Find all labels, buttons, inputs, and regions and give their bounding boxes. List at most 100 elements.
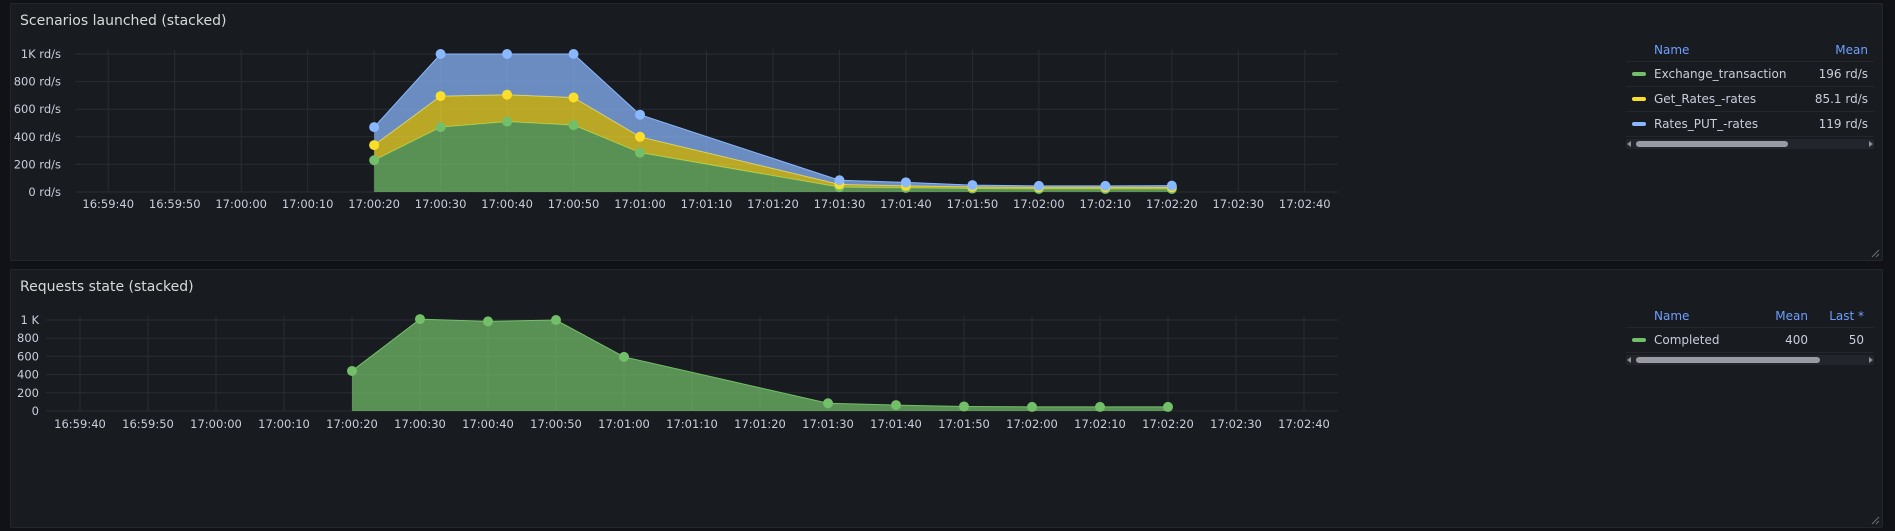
data-point[interactable] <box>900 177 911 188</box>
series-color-swatch <box>1632 72 1646 76</box>
data-point[interactable] <box>502 49 513 59</box>
x-tick-label: 17:02:40 <box>1279 197 1331 211</box>
scenarios-panel: Scenarios launched (stacked) 0 rd/s 200 r… <box>10 3 1883 261</box>
data-point[interactable] <box>834 175 845 186</box>
data-point[interactable] <box>435 122 446 133</box>
data-point[interactable] <box>502 116 513 127</box>
data-point[interactable] <box>435 49 446 59</box>
data-point[interactable] <box>568 49 579 59</box>
legend-item-mean: 119 rd/s <box>1818 117 1868 131</box>
data-point[interactable] <box>502 89 513 100</box>
scroll-right-icon[interactable] <box>1869 141 1873 147</box>
x-tick-label: 16:59:50 <box>122 417 174 431</box>
x-tick-label: 17:01:20 <box>747 197 799 211</box>
legend-item-rates-put[interactable]: Rates_PUT_-rates 119 rd/s <box>1626 112 1874 137</box>
x-tick-label: 17:02:20 <box>1142 417 1194 431</box>
x-tick-label: 17:00:20 <box>326 417 378 431</box>
data-point[interactable] <box>891 400 901 411</box>
legend-scrollbar[interactable] <box>1626 355 1874 365</box>
x-tick-label: 17:00:00 <box>215 197 267 211</box>
data-point[interactable] <box>619 351 629 362</box>
data-point[interactable] <box>823 398 833 409</box>
x-tick-label: 17:01:10 <box>666 417 718 431</box>
series-area <box>374 121 1172 192</box>
data-point[interactable] <box>959 401 969 412</box>
data-point[interactable] <box>435 91 446 102</box>
data-point[interactable] <box>1163 401 1173 412</box>
legend-mean-header[interactable]: Mean <box>1835 43 1868 57</box>
data-point[interactable] <box>369 122 380 133</box>
resize-handle-icon[interactable] <box>1870 248 1880 258</box>
legend-item-name: Completed <box>1654 333 1720 347</box>
data-point[interactable] <box>635 109 646 120</box>
series-area <box>374 94 1172 189</box>
legend-item-mean: 196 rd/s <box>1818 67 1868 81</box>
data-point[interactable] <box>347 365 357 376</box>
x-tick-label: 17:00:50 <box>548 197 600 211</box>
x-tick-label: 17:02:20 <box>1146 197 1198 211</box>
x-tick-label: 17:01:40 <box>880 197 932 211</box>
y-tick-label: 0 <box>32 404 39 418</box>
data-point[interactable] <box>568 120 579 131</box>
legend-item-completed[interactable]: Completed 400 50 <box>1626 328 1874 353</box>
y-tick-label: 200 rd/s <box>14 157 61 171</box>
data-point[interactable] <box>1100 180 1111 191</box>
data-point[interactable] <box>369 140 380 151</box>
x-tick-label: 17:01:20 <box>734 417 786 431</box>
x-tick-label: 17:00:00 <box>190 417 242 431</box>
legend-last-header[interactable]: Last * <box>1829 309 1864 323</box>
data-point[interactable] <box>967 180 978 191</box>
resize-handle-icon[interactable] <box>1870 515 1880 525</box>
legend-name-header[interactable]: Name <box>1654 309 1690 323</box>
scroll-right-icon[interactable] <box>1869 357 1873 363</box>
x-tick-label: 17:02:30 <box>1212 197 1264 211</box>
x-tick-label: 17:01:30 <box>802 417 854 431</box>
scrollbar-thumb[interactable] <box>1636 357 1820 363</box>
legend-item-exchange-transaction[interactable]: Exchange_transaction 196 rd/s <box>1626 62 1874 87</box>
y-tick-label: 0 rd/s <box>28 185 61 199</box>
scroll-left-icon[interactable] <box>1627 357 1631 363</box>
data-point[interactable] <box>635 131 646 142</box>
x-tick-label: 17:01:00 <box>614 197 666 211</box>
x-tick-label: 17:00:30 <box>394 417 446 431</box>
legend-header: Name Mean <box>1626 39 1874 62</box>
data-point[interactable] <box>551 315 561 325</box>
y-tick-label: 200 <box>17 386 39 400</box>
data-point[interactable] <box>1095 401 1105 412</box>
legend-item-mean: 85.1 rd/s <box>1814 92 1868 106</box>
series-color-swatch <box>1632 122 1646 126</box>
x-tick-label: 17:02:00 <box>1013 197 1065 211</box>
scroll-left-icon[interactable] <box>1627 141 1631 147</box>
x-tick-label: 17:00:50 <box>530 417 582 431</box>
legend-item-name: Exchange_transaction <box>1654 67 1787 81</box>
x-tick-label: 17:01:00 <box>598 417 650 431</box>
data-point[interactable] <box>1033 180 1044 191</box>
data-point[interactable] <box>1166 180 1177 191</box>
series-area <box>352 319 1168 411</box>
requests-legend: Name Mean Last * Completed 400 50 <box>1626 305 1874 365</box>
legend-item-name: Get_Rates_-rates <box>1654 92 1757 106</box>
x-tick-label: 17:01:40 <box>870 417 922 431</box>
legend-header: Name Mean Last * <box>1626 305 1874 328</box>
legend-name-header[interactable]: Name <box>1654 43 1690 57</box>
x-tick-label: 17:02:10 <box>1074 417 1126 431</box>
legend-scrollbar[interactable] <box>1626 139 1874 149</box>
data-point[interactable] <box>483 316 493 327</box>
legend-mean-header[interactable]: Mean <box>1775 309 1808 323</box>
scrollbar-thumb[interactable] <box>1636 141 1788 147</box>
legend-item-get-rates[interactable]: Get_Rates_-rates 85.1 rd/s <box>1626 87 1874 112</box>
y-tick-label: 800 <box>17 331 39 345</box>
requests-chart: 0 200 400 600 800 1 K 16:59:40 16:59:50 17:00:00… <box>17 313 1338 431</box>
x-tick-label: 17:01:10 <box>681 197 733 211</box>
data-point[interactable] <box>415 314 425 325</box>
y-tick-label: 600 rd/s <box>14 102 61 116</box>
x-tick-label: 17:00:10 <box>282 197 334 211</box>
data-point[interactable] <box>369 155 380 166</box>
y-tick-label: 800 rd/s <box>14 75 61 89</box>
data-point[interactable] <box>568 92 579 103</box>
data-point[interactable] <box>635 147 646 158</box>
data-point[interactable] <box>1027 401 1037 412</box>
legend-item-name: Rates_PUT_-rates <box>1654 117 1759 131</box>
y-tick-label: 600 <box>17 349 39 363</box>
y-tick-label: 400 rd/s <box>14 130 61 144</box>
